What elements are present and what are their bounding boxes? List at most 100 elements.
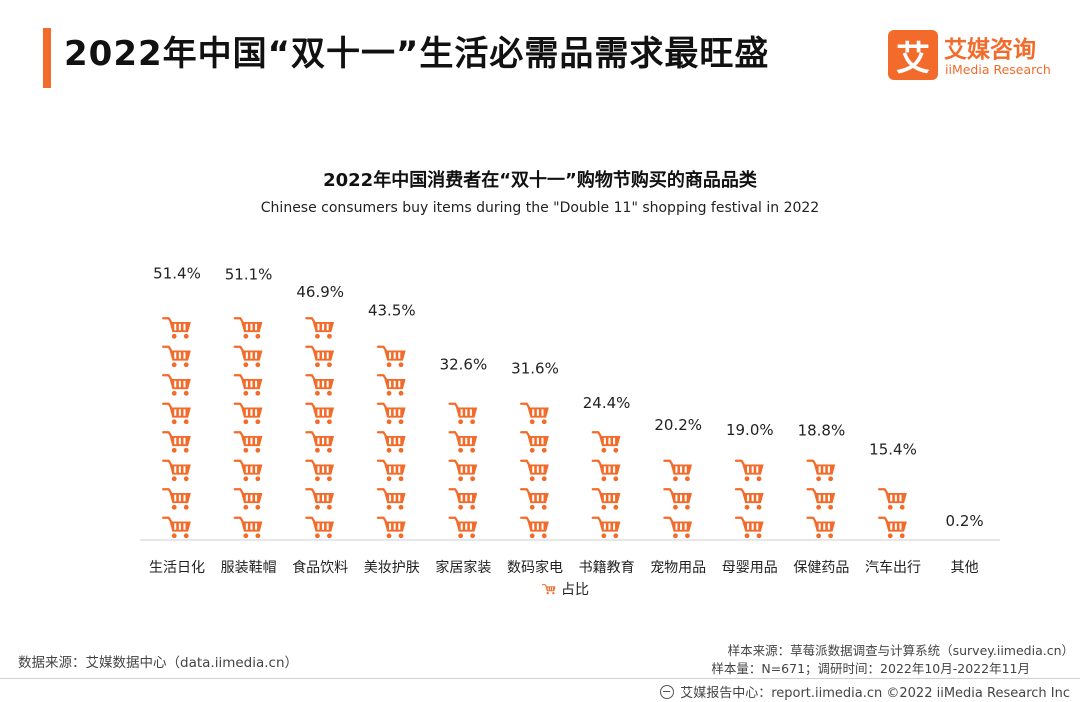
- cart-icon: [519, 487, 551, 511]
- logo-chinese-text: 艾媒咨询: [944, 37, 1036, 63]
- cart-icon: [305, 345, 336, 368]
- cart-icon: [161, 487, 193, 511]
- cart-icon: [233, 402, 264, 425]
- cart-icon-partial: [519, 385, 551, 397]
- cart-icon: [519, 516, 551, 539]
- cart-icon: [305, 316, 336, 340]
- bar-9: [734, 446, 765, 539]
- data-label: 19.0%: [726, 421, 774, 439]
- bar-7: [591, 420, 622, 539]
- bar-5: [448, 381, 479, 539]
- cart-icon: [233, 316, 264, 340]
- cart-icon: [233, 459, 264, 482]
- data-label: 43.5%: [368, 302, 416, 320]
- data-label: 20.2%: [654, 416, 702, 434]
- category-label: 其他: [951, 560, 979, 576]
- data-source-left: 数据来源：艾媒数据中心（data.iimedia.cn）: [18, 655, 299, 671]
- category-label: 数码家电: [507, 559, 563, 576]
- cart-icon: [233, 430, 264, 454]
- data-label: 31.6%: [511, 360, 559, 378]
- cart-icon: [734, 487, 765, 511]
- cart-icon-partial: [376, 327, 407, 340]
- cart-icon: [233, 345, 264, 368]
- cart-icon: [305, 516, 336, 539]
- bar-11: [877, 466, 909, 539]
- footer-divider: [0, 678, 1080, 679]
- logo-mark: 艾: [888, 30, 938, 80]
- cart-icon: [305, 373, 336, 397]
- cart-icon: [519, 459, 551, 482]
- category-label: 家居家装: [435, 559, 491, 576]
- cart-icon: [591, 516, 622, 539]
- cart-icon: [161, 316, 193, 340]
- footer-text: 艾媒报告中心：report.iimedia.cn ©2022 iiMedia R…: [680, 686, 1070, 701]
- cart-icon: [376, 402, 407, 425]
- bar-4: [376, 327, 407, 539]
- cart-icon: [877, 516, 909, 539]
- cart-icon: [305, 487, 336, 511]
- sample-source: 样本来源：草莓派数据调查与计算系统（survey.iimedia.cn）: [727, 643, 1074, 658]
- cart-icon: [448, 402, 479, 425]
- cart-icon: [376, 345, 407, 368]
- cart-icon: [161, 402, 193, 425]
- globe-icon: [660, 684, 675, 699]
- data-label: 51.1%: [225, 266, 273, 284]
- category-label: 生活日化: [149, 560, 205, 576]
- cart-icon: [591, 487, 622, 511]
- cart-icon: [233, 373, 264, 397]
- cart-icon: [448, 516, 479, 539]
- category-label: 宠物用品: [650, 560, 706, 576]
- bar-6: [519, 385, 551, 539]
- cart-icon: [376, 373, 407, 397]
- legend-cart-icon: [542, 584, 556, 595]
- cart-icon: [305, 430, 336, 454]
- cart-icon-partial: [877, 466, 909, 482]
- data-label: 18.8%: [798, 422, 846, 440]
- cart-icon: [663, 516, 694, 539]
- data-label: 24.4%: [583, 394, 631, 412]
- category-label: 食品饮料: [292, 559, 348, 576]
- data-label: 51.4%: [153, 264, 201, 282]
- data-label: 46.9%: [296, 283, 344, 301]
- cart-icon: [233, 487, 264, 511]
- cart-icon: [734, 516, 765, 539]
- footer: 艾媒报告中心：report.iimedia.cn ©2022 iiMedia R…: [660, 682, 1070, 701]
- bar-1: [161, 290, 193, 539]
- cart-icon: [806, 459, 837, 482]
- legend: 占比: [542, 582, 589, 598]
- category-label: 服装鞋帽: [221, 560, 277, 576]
- sample-size: 样本量：N=671；调研时间：2022年10月-2022年11月: [711, 661, 1030, 676]
- cart-icon-partial: [233, 291, 264, 311]
- category-label: 书籍教育: [579, 559, 635, 576]
- data-label: 32.6%: [440, 356, 488, 374]
- data-label: 0.2%: [946, 512, 984, 530]
- cart-icon: [161, 430, 193, 454]
- cart-icon: [806, 516, 837, 539]
- title-accent-bar: [43, 28, 51, 88]
- cart-icon: [877, 487, 909, 511]
- cart-icon: [376, 430, 407, 454]
- cart-icon: [161, 516, 193, 539]
- cart-icon-partial: [161, 290, 193, 311]
- cart-icon: [161, 373, 193, 397]
- cart-icon: [376, 459, 407, 482]
- cart-icon: [305, 459, 336, 482]
- cart-icon: [663, 487, 694, 511]
- category-label: 保健药品: [793, 560, 849, 576]
- cart-icon-partial: [448, 381, 479, 397]
- category-label: 母婴用品: [722, 560, 778, 576]
- cart-icon: [591, 430, 622, 454]
- cart-icon: [448, 487, 479, 511]
- cart-icon: [448, 459, 479, 482]
- cart-icon: [233, 516, 264, 539]
- cart-icon: [591, 459, 622, 482]
- cart-icon: [806, 487, 837, 511]
- cart-icon: [448, 430, 479, 454]
- cart-icon: [519, 430, 551, 454]
- cart-icon: [161, 345, 193, 368]
- cart-icon: [376, 487, 407, 511]
- category-label: 美妆护肤: [364, 560, 420, 576]
- chart-title: 2022年中国消费者在“双十一”购物节购买的商品品类: [323, 170, 757, 191]
- logo-english-text: iiMedia Research: [945, 62, 1051, 77]
